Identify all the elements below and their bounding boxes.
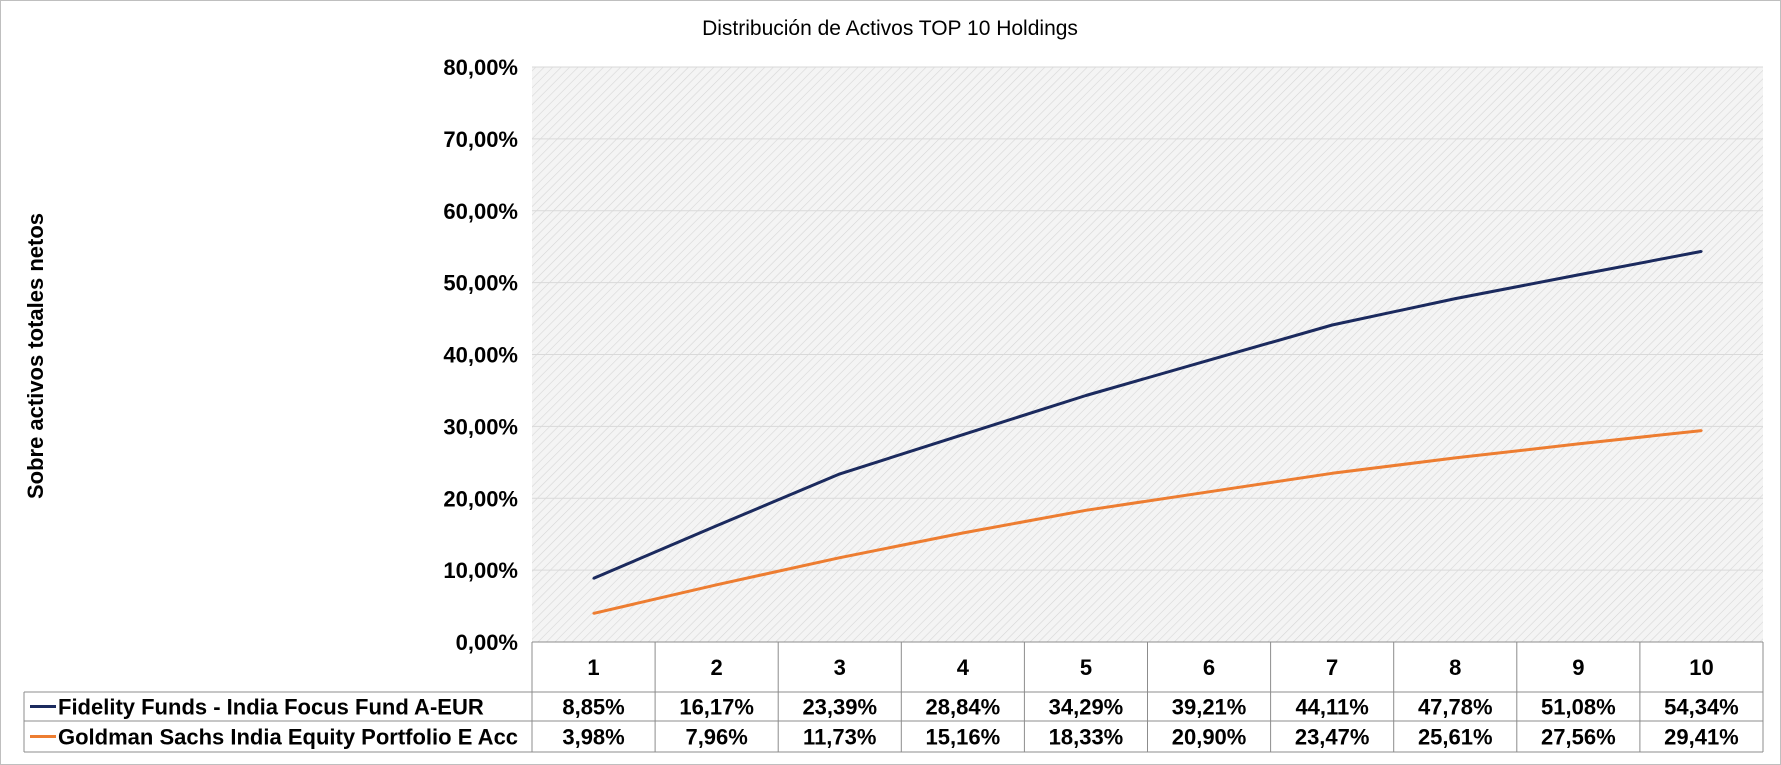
data-point	[1577, 273, 1580, 277]
data-point	[1454, 456, 1457, 460]
y-axis-label: Sobre activos totales netos	[23, 213, 48, 499]
y-tick-label: 70,00%	[443, 127, 518, 152]
data-point	[1330, 323, 1334, 327]
y-axis-ticks: 80,00% 70,00% 60,00% 50,00% 40,00% 30,00% 20,0…	[443, 55, 518, 655]
series-line-2	[593, 429, 1702, 615]
data-point	[838, 472, 841, 476]
data-point	[1084, 394, 1088, 397]
data-table-cell: 20,90%	[1172, 725, 1247, 750]
data-point	[715, 583, 718, 586]
data-table-cell: 25,61%	[1418, 725, 1493, 750]
data-table-cell: 3,98%	[562, 725, 624, 750]
data-table-cell: 11,73%	[803, 725, 876, 750]
y-tick-label: 80,00%	[443, 55, 518, 80]
category-label: 2	[711, 655, 723, 680]
chart-title: Distribución de Activos TOP 10 Holdings	[702, 17, 1078, 40]
data-point	[838, 556, 841, 559]
data-table-cell: 15,16%	[926, 725, 1001, 750]
data-table-cell: 23,39%	[802, 695, 877, 720]
data-point	[1700, 250, 1703, 253]
data-table-cell: 34,29%	[1049, 695, 1124, 720]
data-point	[592, 612, 595, 615]
y-tick-label: 30,00%	[443, 414, 518, 439]
data-table-cell: 27,56%	[1541, 725, 1616, 750]
legend-label: Goldman Sachs India Equity Portfolio E A…	[58, 725, 518, 750]
data-table: 1 2 3 4 5 6 7 8 9 10 Fidelity Funds - India Focus …	[23, 641, 1764, 753]
category-label: 3	[834, 655, 846, 680]
data-table-cell: 7,96%	[685, 725, 747, 750]
category-label: 6	[1203, 655, 1215, 680]
y-tick-label: 20,00%	[443, 486, 518, 511]
data-table-cell: 54,34%	[1664, 695, 1739, 720]
data-point	[961, 433, 965, 436]
data-point	[1330, 472, 1334, 475]
data-point	[1700, 429, 1703, 432]
data-point	[1084, 509, 1088, 512]
y-tick-label: 0,00%	[456, 630, 518, 655]
data-point	[715, 524, 718, 527]
data-table-cell: 47,78%	[1418, 695, 1493, 720]
legend-label: Fidelity Funds - India Focus Fund A-EUR	[58, 695, 484, 720]
data-point	[592, 577, 595, 580]
series-lines	[592, 249, 1703, 615]
data-table-cell: 29,41%	[1664, 725, 1739, 750]
y-tick-label: 40,00%	[443, 343, 518, 368]
category-label: 1	[587, 655, 599, 680]
category-label: 4	[957, 655, 970, 680]
y-tick-label: 60,00%	[443, 199, 518, 224]
data-table-cell: 51,08%	[1541, 695, 1616, 720]
data-table-cell: 28,84%	[926, 695, 1001, 720]
category-label: 7	[1326, 655, 1338, 680]
data-point	[1207, 358, 1211, 362]
data-table-cell: 18,33%	[1049, 725, 1124, 750]
data-point	[1577, 442, 1580, 446]
category-label: 8	[1449, 655, 1461, 680]
category-label: 9	[1572, 655, 1584, 680]
data-table-cell: 8,85%	[562, 695, 624, 720]
data-point	[961, 531, 965, 535]
gridlines	[532, 66, 1763, 643]
data-point	[1454, 297, 1457, 300]
y-tick-label: 50,00%	[443, 271, 518, 296]
data-table-cell: 39,21%	[1172, 695, 1247, 720]
category-label: 10	[1689, 655, 1713, 680]
y-tick-label: 10,00%	[443, 558, 518, 583]
data-table-cell: 16,17%	[679, 695, 754, 720]
category-label: 5	[1080, 655, 1092, 680]
data-table-cell: 23,47%	[1295, 725, 1370, 750]
data-point	[1207, 490, 1211, 493]
series-line-1	[592, 249, 1702, 580]
data-table-cell: 44,11%	[1295, 695, 1368, 720]
